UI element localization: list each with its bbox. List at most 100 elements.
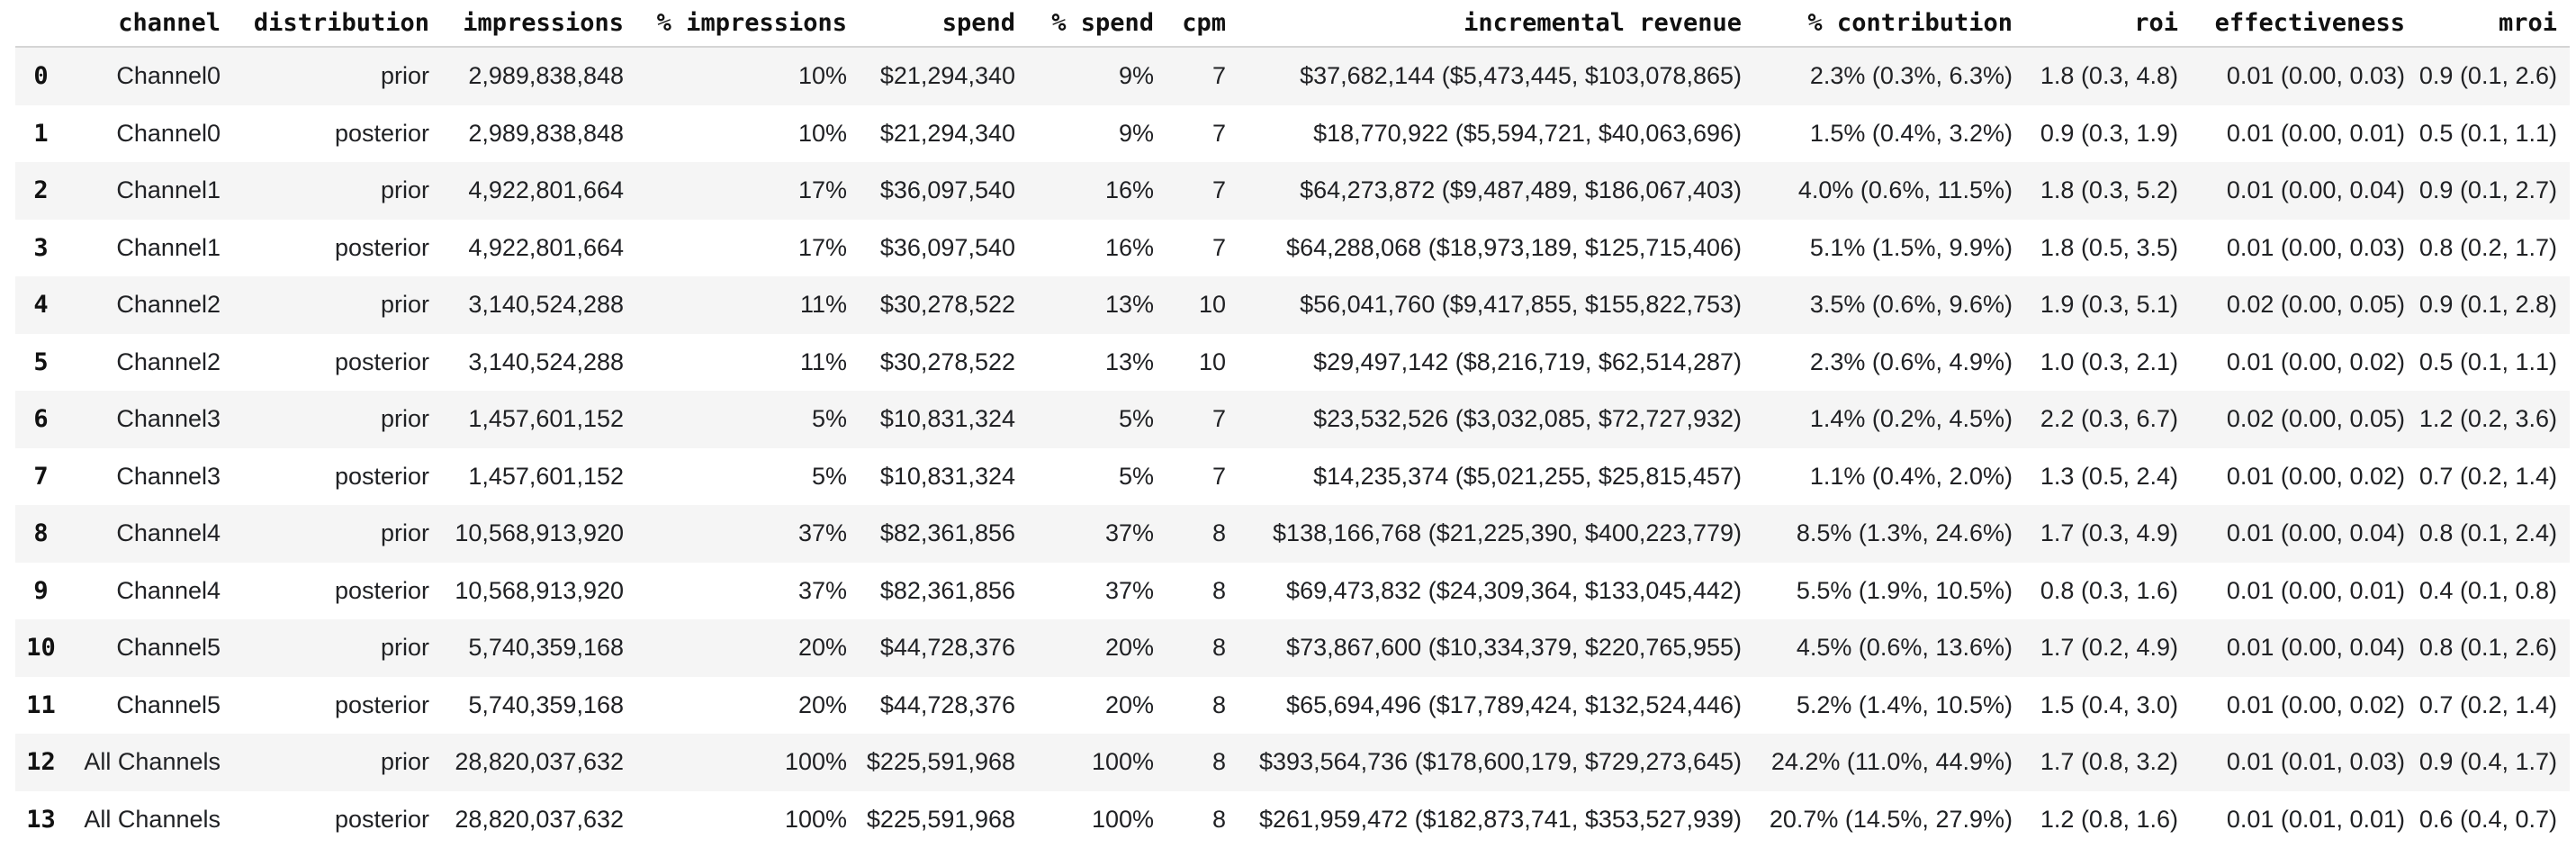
table-row: 3 Channel1 posterior 4,922,801,664 17% $36,09… [15,220,2570,277]
row-index: 0 [33,62,49,91]
table-row: 7 Channel3 posterior 1,457,601,152 5% $10,831… [15,448,2570,506]
cell-mroi: 0.8 (0.1, 2.6) [2418,634,2557,662]
cell-mroi: 0.6 (0.4, 0.7) [2418,805,2557,833]
cell-roi: 1.3 (0.5, 2.4) [2040,462,2178,490]
cell-impressions: 4,922,801,664 [468,233,624,261]
row-index: 11 [26,690,56,719]
cell-channel: Channel0 [116,119,221,147]
cell-pct-contribution: 3.5% (0.6%, 9.6%) [1809,291,2013,319]
cell-effectiveness: 0.01 (0.00, 0.04) [2226,634,2405,662]
row-index: 10 [26,634,56,663]
cell-incremental-revenue: $14,235,374 ($5,021,255, $25,815,457) [1313,462,1742,490]
cell-effectiveness: 0.02 (0.00, 0.05) [2226,405,2405,433]
cell-channel: Channel2 [116,347,221,375]
table-row: 10 Channel5 prior 5,740,359,168 20% $44,728,3… [15,619,2570,677]
cell-cpm: 7 [1211,462,1226,490]
cell-mroi: 0.9 (0.1, 2.7) [2418,176,2557,204]
cell-cpm: 7 [1211,405,1226,433]
cell-cpm: 8 [1211,576,1226,604]
cell-distribution: posterior [334,462,429,490]
cell-effectiveness: 0.01 (0.00, 0.02) [2226,690,2405,718]
cell-pct-spend: 5% [1118,462,1154,490]
table-row: 1 Channel0 posterior 2,989,838,848 10% $21,29… [15,105,2570,163]
cell-pct-contribution: 1.4% (0.2%, 4.5%) [1809,405,2013,433]
cell-spend: $82,361,856 [879,519,1015,547]
cell-pct-impressions: 5% [811,462,847,490]
cell-effectiveness: 0.01 (0.01, 0.01) [2226,805,2405,833]
cell-incremental-revenue: $73,867,600 ($10,334,379, $220,765,955) [1286,634,1742,662]
cell-roi: 1.8 (0.5, 3.5) [2040,233,2178,261]
cell-effectiveness: 0.01 (0.00, 0.03) [2226,62,2405,90]
cell-channel: Channel0 [116,62,221,90]
cell-spend: $36,097,540 [879,176,1015,204]
cell-mroi: 0.7 (0.2, 1.4) [2418,690,2557,718]
cell-roi: 1.8 (0.3, 4.8) [2040,62,2178,90]
cell-channel: All Channels [84,805,221,833]
dataframe-table: channel distribution impressions % impre… [15,0,2570,848]
row-index: 3 [33,233,49,262]
cell-pct-spend: 20% [1104,634,1154,662]
cell-pct-impressions: 10% [797,62,847,90]
column-header-mroi: mroi [2405,0,2570,48]
cell-incremental-revenue: $138,166,768 ($21,225,390, $400,223,779) [1273,519,1742,547]
cell-incremental-revenue: $29,497,142 ($8,216,719, $62,514,287) [1313,347,1742,375]
cell-incremental-revenue: $65,694,496 ($17,789,424, $132,524,446) [1286,690,1742,718]
cell-distribution: prior [380,62,429,90]
cell-pct-spend: 100% [1091,748,1154,776]
cell-channel: Channel5 [116,634,221,662]
table-row: 6 Channel3 prior 1,457,601,152 5% $10,831,324… [15,391,2570,448]
cell-spend: $30,278,522 [879,347,1015,375]
column-header-distribution: distribution [221,0,429,48]
row-index: 9 [33,576,49,605]
cell-cpm: 7 [1211,119,1226,147]
table-row: 9 Channel4 posterior 10,568,913,920 37% $82,3… [15,563,2570,620]
cell-effectiveness: 0.01 (0.00, 0.04) [2226,519,2405,547]
cell-cpm: 7 [1211,176,1226,204]
cell-pct-impressions: 5% [811,405,847,433]
cell-spend: $44,728,376 [879,690,1015,718]
cell-pct-spend: 13% [1104,291,1154,319]
cell-effectiveness: 0.01 (0.00, 0.01) [2226,576,2405,604]
row-index: 12 [26,748,56,777]
cell-distribution: posterior [334,805,429,833]
cell-distribution: prior [380,634,429,662]
cell-roi: 1.7 (0.8, 3.2) [2040,748,2178,776]
cell-incremental-revenue: $18,770,922 ($5,594,721, $40,063,696) [1313,119,1742,147]
cell-mroi: 0.8 (0.2, 1.7) [2418,233,2557,261]
cell-channel: Channel3 [116,462,221,490]
cell-effectiveness: 0.01 (0.00, 0.01) [2226,119,2405,147]
cell-pct-impressions: 100% [784,805,847,833]
table-row: 5 Channel2 posterior 3,140,524,288 11% $30,27… [15,334,2570,392]
cell-distribution: prior [380,176,429,204]
row-index: 5 [33,347,49,376]
cell-pct-impressions: 37% [797,576,847,604]
table-row: 12 All Channels prior 28,820,037,632 100% $22… [15,734,2570,791]
cell-pct-contribution: 1.1% (0.4%, 2.0%) [1809,462,2013,490]
cell-incremental-revenue: $64,273,872 ($9,487,489, $186,067,403) [1300,176,1742,204]
cell-pct-spend: 37% [1104,519,1154,547]
cell-distribution: prior [380,291,429,319]
cell-impressions: 10,568,913,920 [455,519,624,547]
cell-pct-impressions: 20% [797,634,847,662]
cell-pct-spend: 5% [1118,405,1154,433]
table-header: channel distribution impressions % impre… [15,0,2570,48]
cell-distribution: prior [380,748,429,776]
cell-cpm: 8 [1211,690,1226,718]
cell-pct-spend: 13% [1104,347,1154,375]
cell-spend: $21,294,340 [879,62,1015,90]
table-row: 0 Channel0 prior 2,989,838,848 10% $21,294,34… [15,48,2570,105]
cell-impressions: 2,989,838,848 [468,119,624,147]
cell-pct-impressions: 11% [799,291,847,319]
cell-pct-impressions: 100% [784,748,847,776]
row-index: 8 [33,519,49,548]
column-header-spend: spend [847,0,1015,48]
cell-spend: $21,294,340 [879,119,1015,147]
cell-pct-spend: 9% [1118,62,1154,90]
column-header-channel: channel [67,0,221,48]
cell-pct-impressions: 17% [797,176,847,204]
cell-roi: 1.5 (0.4, 3.0) [2040,690,2178,718]
cell-mroi: 0.9 (0.1, 2.8) [2418,291,2557,319]
cell-mroi: 0.4 (0.1, 0.8) [2418,576,2557,604]
row-index: 1 [33,119,49,148]
table-body: 0 Channel0 prior 2,989,838,848 10% $21,294,34… [15,48,2570,848]
